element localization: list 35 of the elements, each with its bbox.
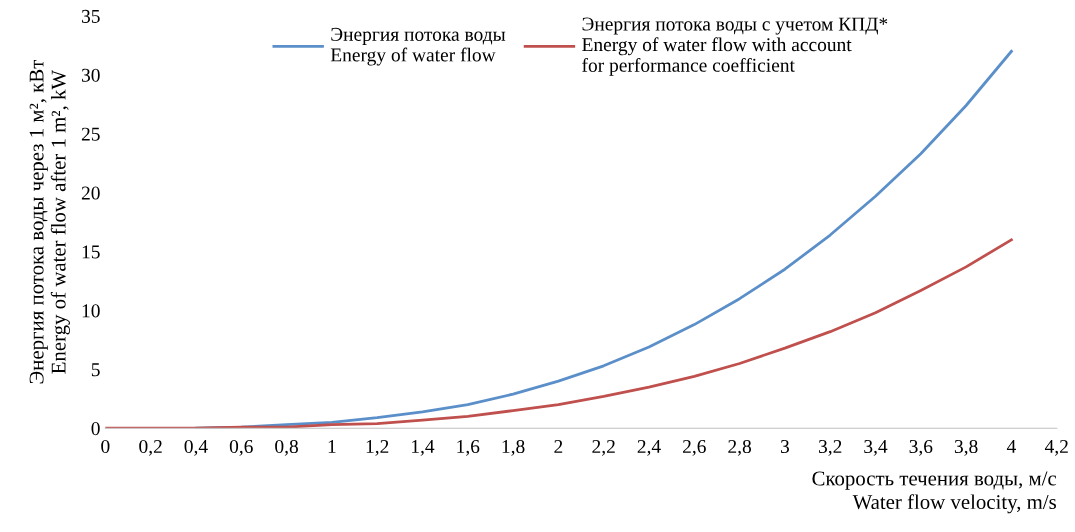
- x-tick-label: 2,6: [683, 439, 706, 456]
- x-tick-label: 1,4: [412, 440, 435, 456]
- legend-label: Энергия потока воды с учетом КПД* Energy of water flow with account for performance coefficient: [582, 17, 888, 76]
- x-tick-label: 0: [101, 439, 110, 454]
- x-tick-label: 1,2: [366, 439, 389, 456]
- y-tick-label: 20: [81, 186, 100, 200]
- y-axis-title: Энергия потока воды через 1 м², кВт Energy of water flow after 1 m², kW: [29, 60, 70, 384]
- y-tick-label: 25: [81, 127, 100, 141]
- x-tick-label: 0,2: [139, 439, 162, 456]
- x-tick-label: 2,4: [637, 439, 661, 456]
- x-tick-label: 1,8: [502, 439, 525, 456]
- x-tick-label: 1,6: [457, 439, 480, 456]
- x-tick-label: 2: [554, 439, 563, 453]
- x-tick-label: 2,8: [728, 439, 752, 456]
- y-tick-label: 30: [81, 68, 100, 82]
- x-tick-label: 2,2: [592, 439, 615, 456]
- x-tick-label: 3,2: [818, 439, 842, 456]
- y-tick-label: 0: [91, 422, 100, 436]
- x-tick-label: 0,4: [184, 439, 208, 456]
- line-series: [105, 238, 1013, 429]
- y-tick-label: 10: [82, 304, 100, 318]
- legend-label: Энергия потока воды Energy of water flow: [330, 27, 506, 66]
- y-tick-label: 15: [82, 245, 100, 259]
- x-tick-label: 4,2: [1044, 439, 1068, 456]
- y-tick-label: 5: [91, 363, 100, 377]
- x-tick-label: 3,8: [954, 439, 978, 456]
- x-tick-label: 3,4: [864, 439, 888, 456]
- x-tick-label: 4: [1006, 440, 1016, 453]
- y-tick-label: 35: [81, 9, 100, 23]
- x-tick-label: 0,8: [275, 439, 298, 456]
- x-tick-label: 0,6: [229, 439, 253, 456]
- x-tick-label: 1: [328, 440, 336, 453]
- x-tick-label: 3: [780, 439, 790, 454]
- x-tick-label: 3,6: [909, 439, 933, 456]
- x-axis-title: Скорость течения воды, м/с Water flow velocity, m/s: [812, 471, 1057, 514]
